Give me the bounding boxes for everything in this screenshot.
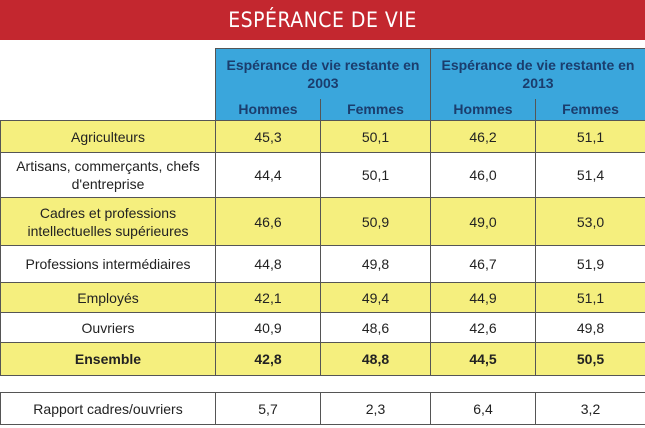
value-cell: 49,8: [535, 312, 645, 343]
value-cell: 40,9: [215, 312, 321, 343]
row-label: Artisans, commerçants, chefs d'entrepris…: [0, 152, 216, 198]
table-row: Cadres et professions intellectuelles su…: [0, 197, 645, 246]
value-cell: 51,1: [535, 120, 645, 153]
table-row: Ensemble 42,8 48,8 44,5 50,5: [0, 342, 645, 376]
value-cell: 50,9: [320, 197, 431, 246]
value-cell: 42,6: [430, 312, 536, 343]
value-cell: 45,3: [215, 120, 321, 153]
value-cell: 49,8: [320, 245, 431, 283]
sub-header: Hommes: [215, 98, 321, 121]
row-label: Ouvriers: [0, 312, 216, 343]
value-cell: 53,0: [535, 197, 645, 246]
table-row: Employés 42,1 49,4 44,9 51,1: [0, 282, 645, 313]
sub-header: Femmes: [535, 98, 645, 121]
value-cell: 46,0: [430, 152, 536, 198]
value-cell: 44,5: [430, 342, 536, 376]
value-cell: 49,0: [430, 197, 536, 246]
sub-header: Hommes: [430, 98, 536, 121]
row-label: Cadres et professions intellectuelles su…: [0, 197, 216, 246]
table-row: Agriculteurs 45,3 50,1 46,2 51,1: [0, 120, 645, 153]
value-cell: 50,5: [535, 342, 645, 376]
value-cell: 42,1: [215, 282, 321, 313]
value-cell: 44,4: [215, 152, 321, 198]
table-row: Artisans, commerçants, chefs d'entrepris…: [0, 152, 645, 198]
value-cell: 48,6: [320, 312, 431, 343]
group-header: Espérance de vie restante en 2013: [430, 48, 645, 99]
sub-header: Femmes: [320, 98, 431, 121]
value-cell: 5,7: [215, 392, 321, 425]
value-cell: 3,2: [535, 392, 645, 425]
title-bar: ESPÉRANCE DE VIE: [0, 0, 645, 40]
value-cell: 44,8: [215, 245, 321, 283]
value-cell: 48,8: [320, 342, 431, 376]
row-label: Professions intermédiaires: [0, 245, 216, 283]
row-label: Employés: [0, 282, 216, 313]
spacer-cell: [0, 375, 645, 393]
table: Espérance de vie restante en 2003 Espéra…: [0, 48, 645, 425]
value-cell: 6,4: [430, 392, 536, 425]
value-cell: 51,9: [535, 245, 645, 283]
value-cell: 51,1: [535, 282, 645, 313]
table-row: Rapport cadres/ouvriers 5,7 2,3 6,4 3,2: [0, 392, 645, 425]
value-cell: 46,6: [215, 197, 321, 246]
table-body: Agriculteurs 45,3 50,1 46,2 51,1 Artisans, co…: [0, 120, 645, 425]
row-label: Rapport cadres/ouvriers: [0, 392, 216, 425]
value-cell: 46,7: [430, 245, 536, 283]
spacer-row: [0, 375, 645, 393]
value-cell: 42,8: [215, 342, 321, 376]
value-cell: 46,2: [430, 120, 536, 153]
table-row: Ouvriers 40,9 48,6 42,6 49,8: [0, 312, 645, 343]
value-cell: 50,1: [320, 120, 431, 153]
group-header: Espérance de vie restante en 2003: [215, 48, 431, 99]
row-label: Agriculteurs: [0, 120, 216, 153]
value-cell: 49,4: [320, 282, 431, 313]
table-row: Professions intermédiaires 44,8 49,8 46,7 51…: [0, 245, 645, 283]
value-cell: 2,3: [320, 392, 431, 425]
value-cell: 50,1: [320, 152, 431, 198]
value-cell: 44,9: [430, 282, 536, 313]
blank-cell: [0, 48, 216, 121]
value-cell: 51,4: [535, 152, 645, 198]
row-label: Ensemble: [0, 342, 216, 376]
